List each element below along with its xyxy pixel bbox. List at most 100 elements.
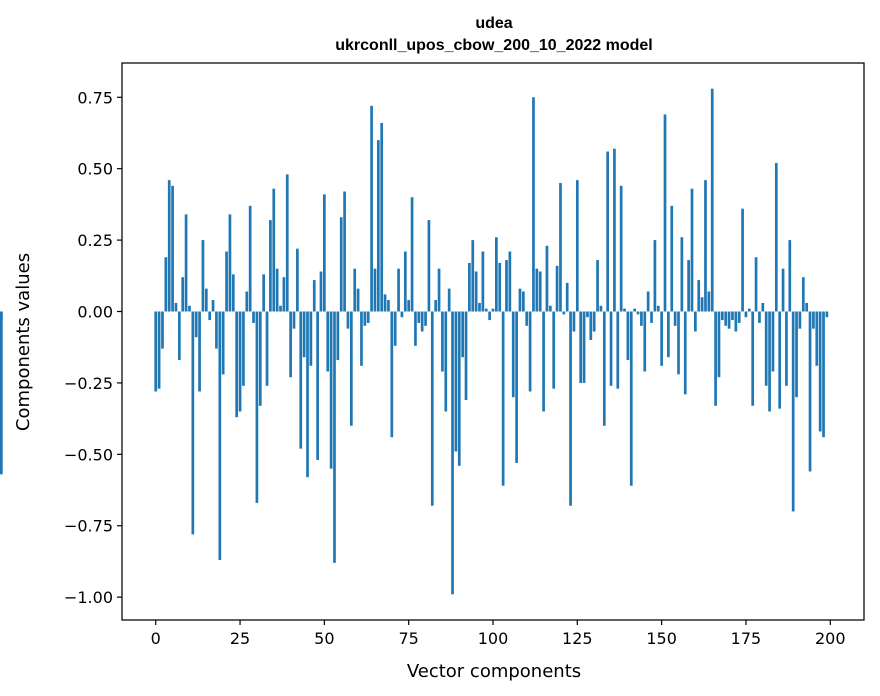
bar [366, 311, 370, 323]
bar [174, 302, 178, 312]
bar [164, 257, 168, 312]
bar [157, 311, 161, 389]
bar [201, 240, 205, 312]
y-tick-label: −1.00 [64, 588, 113, 607]
bar [754, 257, 758, 312]
bar [582, 311, 586, 383]
bar [336, 311, 340, 361]
chart-subtitle: ukrconll_upos_cbow_200_10_2022 model [335, 37, 652, 54]
bar [343, 191, 346, 312]
bar [592, 311, 596, 332]
bar [191, 311, 195, 535]
bar [316, 311, 319, 461]
bar [198, 311, 201, 392]
x-tick-label: 150 [646, 629, 677, 648]
bar [737, 311, 741, 323]
bar [319, 271, 323, 312]
bar [279, 305, 282, 312]
bars-group [0, 88, 829, 595]
bar [559, 182, 562, 312]
bar [761, 302, 765, 312]
bar [781, 268, 785, 312]
bar [667, 311, 670, 358]
bar [215, 311, 218, 349]
x-tick-label: 175 [731, 629, 762, 648]
bar [491, 308, 495, 312]
bar [255, 311, 259, 503]
bar [299, 311, 303, 449]
bar [616, 311, 620, 389]
bar [248, 205, 252, 312]
bar [744, 311, 748, 318]
bar [606, 151, 610, 312]
bar [704, 180, 707, 312]
bar [437, 268, 441, 312]
bar [613, 148, 616, 312]
bar [333, 311, 336, 563]
bar [468, 262, 471, 312]
bar [407, 300, 411, 312]
bar [522, 291, 525, 312]
bar [225, 251, 228, 312]
bar [360, 311, 363, 366]
bar [235, 311, 239, 418]
bar [680, 237, 684, 312]
x-tick-label: 125 [562, 629, 593, 648]
bar [444, 311, 448, 412]
bar [518, 288, 522, 312]
bar [312, 280, 316, 312]
bar [565, 282, 569, 312]
bar [694, 311, 697, 332]
bar [211, 300, 215, 312]
bar [785, 311, 788, 386]
bar [393, 311, 397, 346]
bar [677, 311, 680, 375]
x-tick-label: 100 [478, 629, 509, 648]
bar [619, 185, 623, 312]
x-axis-label: Vector components [407, 661, 581, 682]
bar [323, 194, 326, 312]
bar [204, 288, 208, 312]
bar [296, 248, 299, 312]
bar [764, 311, 768, 386]
bar [397, 268, 400, 312]
bar [791, 311, 795, 512]
bar [572, 311, 576, 332]
y-tick-label: −0.50 [64, 445, 113, 464]
bar [707, 291, 711, 312]
bar [474, 271, 478, 312]
bar [798, 311, 802, 329]
bar [171, 185, 174, 312]
y-tick-label: 0.50 [77, 160, 113, 179]
bar [656, 305, 660, 312]
bar [501, 311, 505, 486]
bar [329, 311, 333, 469]
bar [801, 277, 805, 312]
bar [387, 300, 390, 312]
bar [400, 311, 404, 318]
bar [350, 311, 353, 426]
bar [488, 311, 491, 321]
bar [778, 311, 782, 409]
bar [245, 291, 249, 312]
bar [505, 260, 508, 312]
bar [795, 311, 798, 398]
bar [633, 308, 637, 312]
bar [569, 311, 572, 506]
bar [525, 311, 529, 326]
bar [269, 220, 272, 312]
bar [498, 262, 502, 312]
y-tick-label: 0.00 [77, 303, 113, 322]
bar [751, 311, 755, 406]
bar [808, 311, 812, 472]
bar [272, 188, 276, 312]
y-axis-label: Components values [13, 253, 34, 431]
bar [306, 311, 309, 478]
bar [629, 311, 633, 486]
bar [818, 311, 822, 432]
bar [262, 274, 266, 312]
bar [545, 245, 549, 312]
bar [552, 311, 556, 389]
bar [363, 311, 367, 326]
